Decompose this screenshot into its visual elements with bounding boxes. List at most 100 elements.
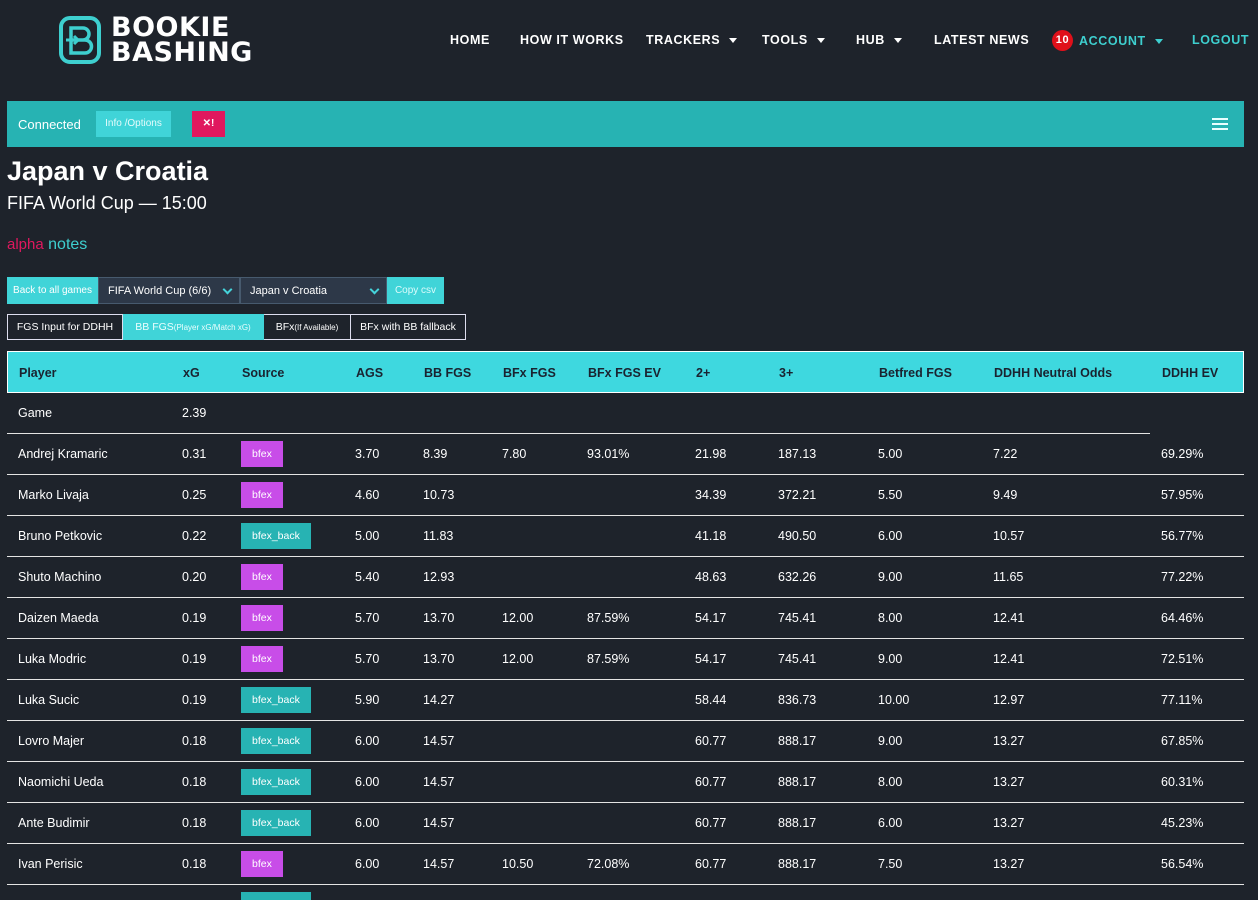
column-header[interactable]: DDHH EV — [1162, 366, 1219, 380]
source-tag: bfex — [241, 850, 283, 877]
chevron-down-icon — [369, 284, 380, 295]
source-cell: bfex — [241, 598, 283, 639]
alpha-notes-link[interactable]: alpha notes — [7, 236, 87, 254]
table-row: Naomichi Ueda 0.18 bfex_back 6.00 14.57 60.77… — [7, 762, 1244, 803]
competition-value: FIFA World Cup (6/6) — [108, 285, 212, 297]
column-header[interactable]: 2+ — [696, 366, 711, 380]
tab-sublabel: (If Available) — [294, 323, 339, 332]
tab-fgs-input-ddhh[interactable]: FGS Input for DDHH — [7, 314, 123, 340]
column-header[interactable]: AGS — [356, 366, 384, 380]
cell-betfred: 6.00 — [878, 529, 903, 543]
nav-news-label: LATEST NEWS — [934, 33, 1030, 47]
cell-three: 888.17 — [778, 775, 817, 789]
cell-bb-fgs: 14.57 — [423, 816, 455, 830]
tab-bb-fgs[interactable]: BB FGS(Player xG/Match xG) — [123, 314, 264, 340]
game-xg: 2.39 — [182, 406, 207, 420]
view-tabs: FGS Input for DDHH BB FGS(Player xG/Matc… — [7, 314, 466, 340]
close-button[interactable]: ✕! — [192, 111, 225, 137]
connection-status: Connected — [18, 117, 81, 132]
table-row: Bruno Petkovic 0.22 bfex_back 5.00 11.83 41.1… — [7, 516, 1244, 557]
cell-three: 888.17 — [778, 734, 817, 748]
cell-bfx-ev: 72.08% — [587, 857, 630, 871]
column-header[interactable]: 3+ — [779, 366, 794, 380]
nav-tools[interactable]: TOOLS — [762, 33, 825, 47]
competition-select[interactable]: FIFA World Cup (6/6) — [98, 277, 240, 304]
cell-ags: 5.40 — [355, 570, 380, 584]
copy-csv-button[interactable]: Copy csv — [387, 277, 444, 304]
cell-three: 888.17 — [778, 857, 817, 871]
cell-ags: 5.90 — [355, 693, 380, 707]
cell-three: 372.21 — [778, 488, 817, 502]
nav-trackers[interactable]: TRACKERS — [646, 33, 738, 47]
source-tag: bfex — [241, 563, 283, 590]
column-header[interactable]: BFx FGS EV — [588, 366, 661, 380]
game-total-row: Game 2.39 — [7, 393, 1244, 434]
table-body: Game 2.39 Andrej Kramaric 0.31 bfex 3.70 8.39 7… — [7, 393, 1244, 900]
source-cell: bfex_back — [241, 721, 311, 762]
page-title: Japan v Croatia — [7, 156, 209, 186]
info-options-button[interactable]: Info /Options — [96, 111, 171, 137]
cell-bb-fgs: 10.73 — [423, 488, 455, 502]
nav-logout[interactable]: LOGOUT — [1192, 33, 1249, 47]
cell-ddhh-ev: 77.22% — [1161, 570, 1204, 584]
column-header[interactable]: Source — [242, 366, 285, 380]
source-cell: bfex — [241, 557, 283, 598]
back-to-all-games-button[interactable]: Back to all games — [7, 277, 98, 304]
cell-betfred: 7.50 — [878, 857, 903, 871]
tab-label: BB FGS — [135, 321, 174, 333]
game-label: Game — [18, 406, 53, 420]
cell-two: 41.18 — [695, 529, 727, 543]
nav-latest-news[interactable]: LATEST NEWS — [934, 33, 1029, 47]
cell-ddhh-ev: 64.46% — [1161, 611, 1204, 625]
column-header[interactable]: DDHH Neutral Odds — [994, 366, 1113, 380]
hamburger-menu-icon[interactable] — [1212, 118, 1228, 130]
cell-three: 187.13 — [778, 447, 817, 461]
cell-bb-fgs: 12.93 — [423, 570, 455, 584]
nav-how-label: HOW IT WORKS — [520, 33, 624, 47]
game-select[interactable]: Japan v Croatia — [240, 277, 387, 304]
cell-ags: 6.00 — [355, 816, 380, 830]
column-header[interactable]: BFx FGS — [503, 366, 556, 380]
cell-xg: 0.18 — [182, 857, 207, 871]
cell-ddhh-ev: 77.11% — [1161, 693, 1203, 707]
nav-account[interactable]: 10 ACCOUNT — [1052, 30, 1163, 51]
column-header[interactable]: xG — [183, 366, 200, 380]
source-cell: bfex_back — [241, 803, 311, 844]
notes-label: notes — [48, 236, 88, 253]
nav-hub-label: HUB — [856, 33, 885, 47]
cell-two: 60.77 — [695, 857, 727, 871]
cell-xg: 0.19 — [182, 693, 207, 707]
cell-betfred: 9.00 — [878, 652, 903, 666]
cell-betfred: 9.00 — [878, 734, 903, 748]
cell-ddhh-ev: 56.54% — [1161, 857, 1204, 871]
chevron-down-icon — [729, 38, 738, 43]
cell-three: 836.73 — [778, 693, 817, 707]
site-logo[interactable]: BOOKIE BASHING — [58, 14, 253, 66]
cell-betfred: 9.00 — [878, 570, 903, 584]
cell-bb-fgs: 13.70 — [423, 652, 455, 666]
nav-how-it-works[interactable]: HOW IT WORKS — [520, 33, 624, 47]
table-row: Marko Livaja 0.25 bfex 4.60 10.73 34.39 372.21… — [7, 475, 1244, 516]
cell-ags: 4.60 — [355, 488, 380, 502]
nav-home[interactable]: HOME — [450, 33, 490, 47]
tab-bfx[interactable]: BFx(If Available) — [264, 314, 351, 340]
column-header[interactable]: Betfred FGS — [879, 366, 952, 380]
column-header[interactable]: Player — [19, 366, 57, 380]
game-value: Japan v Croatia — [250, 285, 328, 297]
cell-three: 745.41 — [778, 652, 817, 666]
table-row: Andrej Kramaric 0.31 bfex 3.70 8.39 7.80 93.01… — [7, 434, 1244, 475]
cell-ddhh-odds: 7.22 — [993, 447, 1018, 461]
nav-hub[interactable]: HUB — [856, 33, 902, 47]
cell-ddhh-odds: 12.41 — [993, 611, 1025, 625]
cell-betfred: 8.00 — [878, 611, 903, 625]
cell-ddhh-odds: 13.27 — [993, 734, 1025, 748]
tab-bfx-bb-fallback[interactable]: BFx with BB fallback — [351, 314, 466, 340]
cell-bb-fgs: 11.83 — [423, 529, 454, 543]
source-cell: bfex — [241, 844, 283, 885]
cell-ddhh-ev: 45.23% — [1161, 816, 1204, 830]
column-header[interactable]: BB FGS — [424, 366, 472, 380]
cell-xg: 0.19 — [182, 652, 207, 666]
cell-xg: 0.18 — [182, 816, 207, 830]
cell-ags: 6.00 — [355, 775, 380, 789]
table-row: Lovro Majer 0.18 bfex_back 6.00 14.57 60.77 88… — [7, 721, 1244, 762]
